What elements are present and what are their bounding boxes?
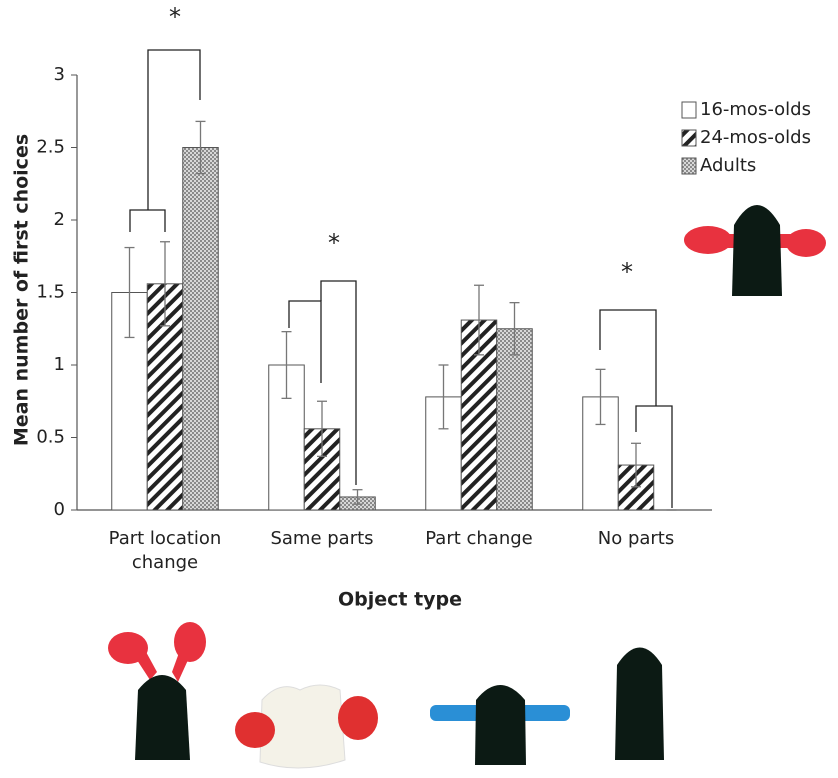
object-picture [235, 684, 378, 769]
object-picture [684, 205, 826, 296]
bracket [635, 405, 673, 508]
legend-label: 24-mos-olds [700, 127, 811, 148]
error-bar [474, 284, 484, 356]
error-bar [352, 489, 363, 505]
object-picture [108, 622, 206, 760]
error-bar [595, 368, 606, 426]
bar [496, 328, 533, 511]
x-axis-label: Object type [338, 589, 462, 611]
y-tick-label: 1 [54, 354, 65, 375]
y-tick-label: 2 [54, 209, 65, 230]
y-tick-label: 1.5 [36, 282, 65, 303]
y-tick-label: 3 [54, 64, 65, 85]
bracket [320, 280, 357, 485]
legend-label: 16-mos-olds [700, 99, 811, 120]
error-bar [124, 246, 135, 339]
bracket [288, 300, 322, 383]
y-tick-label: 0.5 [36, 427, 65, 448]
error-bar [509, 301, 520, 356]
legend-label: Adults [700, 155, 756, 176]
significance-star: * [621, 258, 633, 286]
bracket [599, 309, 657, 406]
bar [182, 147, 219, 511]
error-bar [317, 400, 327, 458]
y-tick-label: 0 [54, 499, 65, 520]
significance-brackets [129, 49, 673, 508]
legend-swatch [681, 101, 697, 119]
object-picture [615, 647, 664, 760]
x-tick-label: No parts [597, 528, 675, 549]
legend-swatch [681, 129, 697, 147]
bracket [147, 49, 201, 210]
y-tick-label: 2.5 [36, 137, 65, 158]
error-bar [195, 120, 206, 175]
x-tick-label: Part location change [108, 528, 222, 573]
error-bar [438, 364, 449, 430]
error-bar [281, 330, 292, 400]
error-bar [631, 442, 641, 488]
significance-star: * [328, 229, 340, 257]
y-axis-label: Mean number of first choices [11, 134, 33, 446]
bracket [129, 209, 166, 232]
error-bar [160, 241, 170, 327]
significance-star: * [169, 3, 181, 31]
legend-swatch [681, 157, 697, 175]
x-tick-label: Same parts [270, 528, 374, 549]
object-picture [430, 685, 570, 765]
x-tick-label: Part change [425, 528, 533, 549]
